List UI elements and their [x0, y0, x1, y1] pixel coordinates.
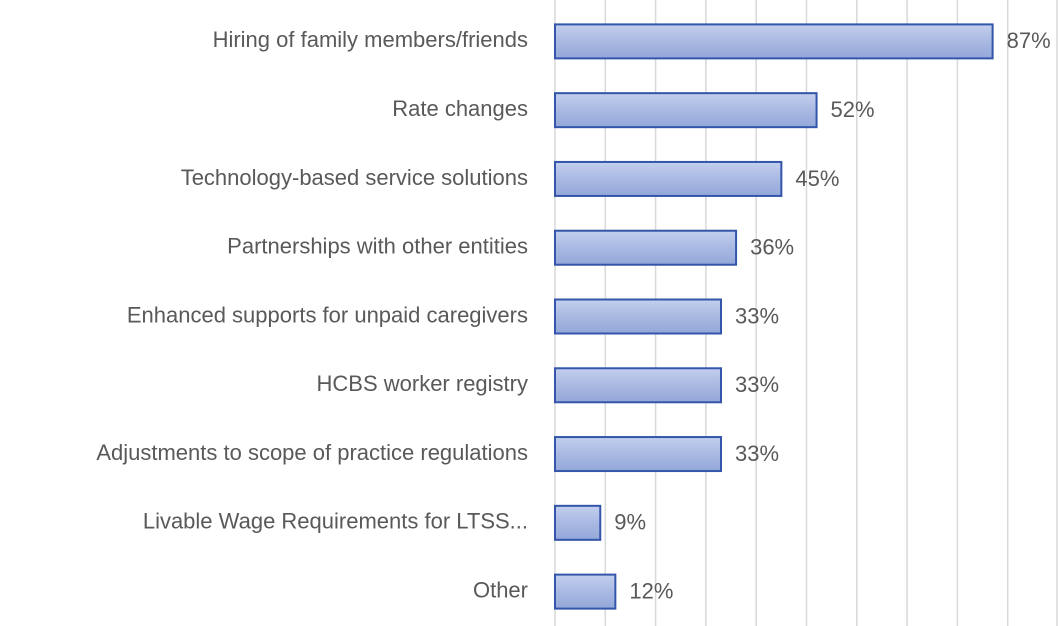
value-label: 52% — [831, 97, 875, 122]
bar — [554, 436, 722, 473]
category-label: Partnerships with other entities — [227, 234, 528, 259]
category-label: Livable Wage Requirements for LTSS... — [143, 509, 528, 534]
category-label: Adjustments to scope of practice regulat… — [96, 440, 528, 465]
category-label: Rate changes — [392, 96, 528, 121]
bar — [554, 504, 602, 541]
value-label: 33% — [735, 441, 779, 466]
bar — [554, 229, 738, 266]
value-label: 33% — [735, 303, 779, 328]
bar — [554, 160, 783, 197]
category-label: Hiring of family members/friends — [213, 27, 528, 52]
category-label: Technology-based service solutions — [181, 165, 528, 190]
bar — [554, 298, 722, 335]
bar — [554, 367, 722, 404]
bar — [554, 573, 617, 610]
value-label: 45% — [795, 166, 839, 191]
value-label: 33% — [735, 372, 779, 397]
category-label: Other — [473, 577, 528, 602]
bar — [554, 92, 818, 129]
bar — [554, 23, 994, 60]
category-label: Enhanced supports for unpaid caregivers — [127, 302, 528, 327]
category-label: HCBS worker registry — [317, 371, 528, 396]
value-label: 9% — [614, 510, 646, 535]
value-label: 36% — [750, 235, 794, 260]
value-label: 12% — [629, 578, 673, 603]
value-label: 87% — [1007, 28, 1051, 53]
